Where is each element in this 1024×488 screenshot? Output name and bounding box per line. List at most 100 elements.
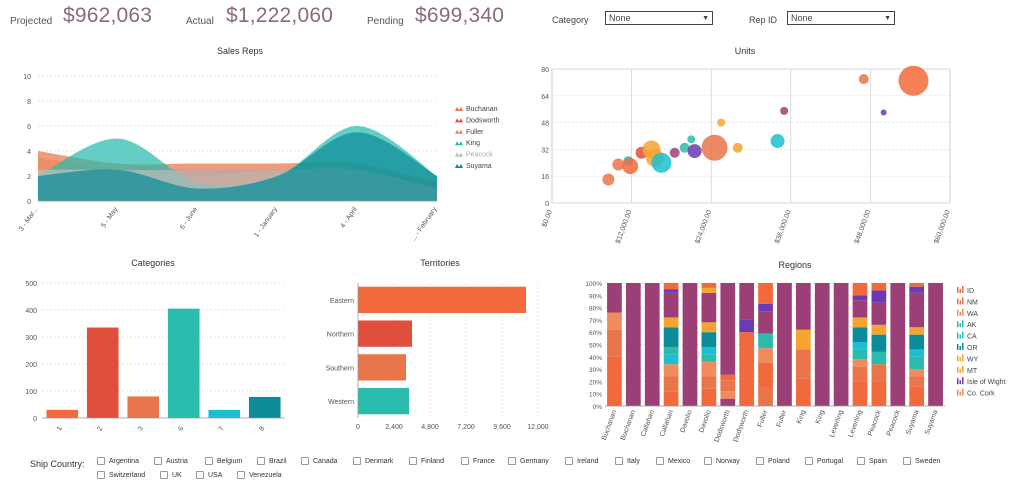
legend-icon-nm: [962, 297, 964, 305]
legend-label-buchanan: Buchanan: [466, 106, 498, 113]
country-checkbox-argentina[interactable]: Argentina: [97, 457, 139, 465]
checkbox-box[interactable]: [205, 457, 213, 465]
country-checkbox-austria[interactable]: Austria: [154, 457, 188, 465]
checkbox-label: Poland: [768, 457, 790, 465]
stack-segment: [701, 292, 717, 323]
checkbox-box[interactable]: [97, 457, 105, 465]
checkbox-box[interactable]: [805, 457, 813, 465]
stack-segment: [663, 364, 679, 377]
country-checkbox-france[interactable]: France: [461, 457, 495, 465]
stack-segment: [701, 376, 717, 389]
units-title: Units: [734, 46, 756, 56]
bubble-point: [622, 158, 639, 175]
checkbox-box[interactable]: [409, 457, 417, 465]
x-tick-label: Leverling: [829, 409, 845, 438]
category-filter-label: Category: [552, 15, 589, 25]
x-tick-label: $48,000.00: [854, 209, 873, 244]
country-checkbox-ireland[interactable]: Ireland: [565, 457, 598, 465]
checkbox-label: Italy: [627, 457, 640, 465]
territories-title: Territories: [420, 258, 460, 268]
checkbox-box[interactable]: [565, 457, 573, 465]
stack-segment: [871, 364, 887, 382]
stack-segment: [701, 354, 717, 362]
stack-segment: [852, 359, 868, 367]
stack-segment: [663, 292, 679, 318]
country-checkbox-germany[interactable]: Germany: [508, 457, 549, 465]
bubble-point: [612, 158, 625, 171]
category-select[interactable]: None ▼: [605, 11, 713, 25]
stack-segment: [758, 348, 773, 363]
checkbox-box[interactable]: [857, 457, 865, 465]
checkbox-box[interactable]: [97, 471, 105, 479]
country-checkbox-mexico[interactable]: Mexico: [656, 457, 690, 465]
country-checkbox-italy[interactable]: Italy: [615, 457, 640, 465]
x-tick-label: Suyama: [905, 409, 920, 436]
country-checkbox-canada[interactable]: Canada: [301, 457, 338, 465]
checkbox-box[interactable]: [353, 457, 361, 465]
stack-segment: [852, 283, 868, 296]
country-checkbox-sweden[interactable]: Sweden: [903, 457, 940, 465]
stack-segment: [663, 346, 679, 355]
stack-segment: [909, 327, 925, 335]
stack-segment: [795, 349, 811, 379]
x-tick-label: 0: [356, 424, 360, 431]
x-tick-label: King: [815, 409, 826, 425]
checkbox-box[interactable]: [756, 457, 764, 465]
y-tick-label: 2: [27, 174, 31, 181]
y-tick-label: 80: [541, 67, 549, 74]
x-tick-label: King: [796, 409, 807, 425]
checkbox-box[interactable]: [154, 457, 162, 465]
country-checkbox-switzerland[interactable]: Switzerland: [97, 471, 145, 479]
country-checkbox-denmark[interactable]: Denmark: [353, 457, 393, 465]
checkbox-label: France: [473, 457, 495, 465]
checkbox-label: Ireland: [577, 457, 599, 465]
stack-segment: [909, 356, 925, 370]
checkbox-box[interactable]: [301, 457, 309, 465]
checkbox-box[interactable]: [704, 457, 712, 465]
country-checkbox-spain[interactable]: Spain: [857, 457, 887, 465]
pending-value: $699,340: [415, 4, 505, 27]
country-checkbox-portugal[interactable]: Portugal: [805, 457, 843, 465]
stack-segment: [909, 349, 925, 357]
x-tick-label: Peacock: [867, 409, 883, 437]
stack-segment: [701, 361, 717, 377]
ship-country-label: Ship Country:: [30, 459, 85, 469]
stack-segment: [663, 391, 679, 406]
stack-segment: [852, 366, 868, 382]
country-checkbox-finland[interactable]: Finland: [409, 457, 444, 465]
country-checkbox-belgium[interactable]: Belgium: [205, 457, 242, 465]
stack-segment: [607, 356, 622, 406]
country-checkbox-norway[interactable]: Norway: [704, 457, 740, 465]
x-tick-label: 4 - April: [339, 206, 359, 230]
stack-segment: [852, 295, 868, 301]
country-checkbox-usa[interactable]: USA: [196, 471, 222, 479]
stack-segment: [890, 283, 906, 406]
checkbox-box[interactable]: [508, 457, 516, 465]
checkbox-box[interactable]: [257, 457, 265, 465]
legend-label-king: King: [466, 140, 480, 147]
x-tick-label: 1: [56, 425, 64, 432]
checkbox-box[interactable]: [615, 457, 623, 465]
legend-label-ak: AK: [967, 322, 977, 329]
rep-select[interactable]: None ▼: [787, 11, 895, 25]
y-tick-label: 400: [25, 308, 37, 315]
bar-territory-western: [358, 387, 409, 415]
checkbox-box[interactable]: [160, 471, 168, 479]
checkbox-box[interactable]: [237, 471, 245, 479]
bubble-point: [858, 74, 869, 85]
bubble-point: [687, 144, 702, 159]
y-tick-label: 48: [541, 121, 549, 128]
checkbox-box[interactable]: [656, 457, 664, 465]
y-tick-label: 4: [27, 149, 31, 156]
country-checkbox-venezuela[interactable]: Venezuela: [237, 471, 282, 479]
country-checkbox-brazil[interactable]: Brazil: [257, 457, 287, 465]
y-tick-label: 64: [541, 94, 549, 101]
x-tick-label: 9,600: [493, 424, 511, 431]
checkbox-box[interactable]: [461, 457, 469, 465]
y-tick-label: Northern: [327, 332, 354, 339]
checkbox-box[interactable]: [196, 471, 204, 479]
country-checkbox-poland[interactable]: Poland: [756, 457, 790, 465]
checkbox-box[interactable]: [903, 457, 911, 465]
country-checkbox-uk[interactable]: UK: [160, 471, 182, 479]
stack-segment: [909, 376, 925, 387]
